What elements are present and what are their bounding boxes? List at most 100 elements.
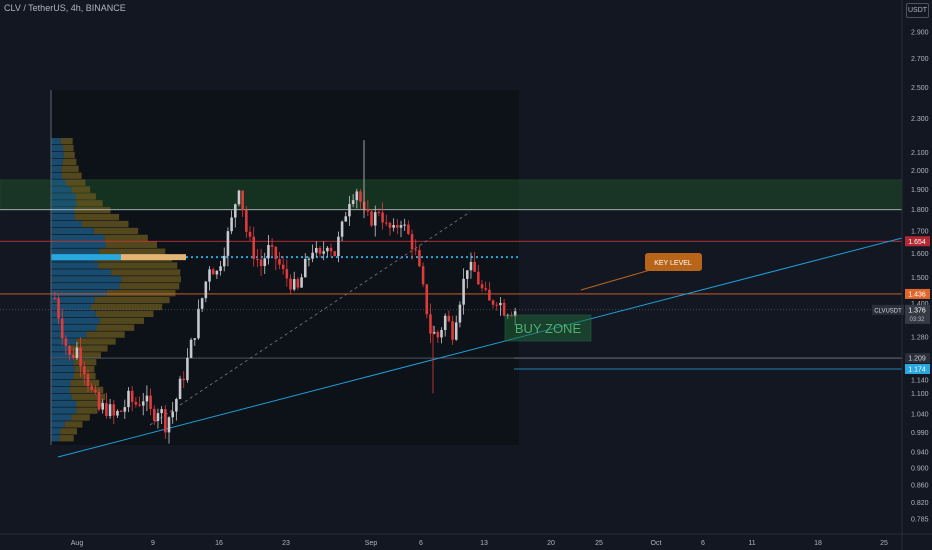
symbol-label-bg <box>872 304 904 315</box>
y-tick-label: 1.500 <box>911 275 929 282</box>
candle-body <box>443 315 447 330</box>
volume-profile-bar <box>51 435 60 442</box>
supply-zone <box>0 179 903 211</box>
candle-body <box>233 204 237 218</box>
candle-body <box>204 281 208 299</box>
volume-profile-bar <box>51 310 96 318</box>
y-tick-label: 1.600 <box>911 251 929 258</box>
candle-body <box>396 225 399 228</box>
volume-profile-bar <box>51 428 61 435</box>
x-tick-label: 11 <box>748 540 755 547</box>
candle-body <box>425 284 429 315</box>
candle-body <box>86 374 90 387</box>
x-tick-label: 9 <box>151 540 155 547</box>
candle-body <box>108 404 112 417</box>
volume-profile-bar <box>51 290 107 297</box>
volume-profile-bar <box>63 144 74 152</box>
candle-body <box>167 417 171 433</box>
candle-body <box>105 403 108 417</box>
candle-body <box>119 410 123 412</box>
candle-body <box>274 246 278 260</box>
candle-body <box>267 245 270 259</box>
candle-body <box>370 211 373 226</box>
x-tick-label: 20 <box>547 540 555 547</box>
volume-profile-bar <box>51 317 100 324</box>
volume-profile-bar <box>51 276 122 283</box>
candle-body <box>414 249 418 251</box>
candle-body <box>410 233 414 250</box>
candles <box>53 140 517 444</box>
volume-profile-bar <box>51 207 75 214</box>
candle-body <box>193 338 197 340</box>
y-tick-label: 0.860 <box>911 482 929 489</box>
candle-body <box>248 231 252 237</box>
volume-profile-bar <box>76 400 104 407</box>
volume-profile-bar <box>105 241 158 248</box>
y-tick-label: 0.820 <box>911 500 929 507</box>
candle-body <box>344 216 348 222</box>
volume-profile-bar <box>51 296 95 304</box>
dashed-trendline <box>149 211 471 426</box>
volume-profile-bar <box>62 158 77 166</box>
candle-body <box>259 259 263 267</box>
candle-body <box>377 212 381 214</box>
y-tick-label: 2.500 <box>911 85 929 92</box>
volume-profile-bar <box>111 269 181 276</box>
currency-button[interactable]: USDT <box>906 3 929 18</box>
volume-profile-bar <box>71 186 91 193</box>
candle-body <box>318 247 322 254</box>
candle-body <box>237 190 241 205</box>
volume-profile-bar <box>51 179 66 186</box>
candle-body <box>182 378 186 381</box>
candle-body <box>340 221 344 237</box>
volume-profile-bar <box>51 200 77 207</box>
candle-body <box>197 308 200 339</box>
volume-profile-bar <box>74 207 111 214</box>
volume-profile-bar <box>51 269 112 276</box>
volume-profile-bar <box>51 352 72 359</box>
volume-profile-bar <box>61 165 79 172</box>
price-badge-red: 1.654 <box>908 239 926 246</box>
candle-body <box>160 409 163 414</box>
key-level-badge <box>645 253 702 271</box>
volume-profile-bar <box>51 220 82 228</box>
candle-body <box>53 298 57 300</box>
volume-profile-bar <box>51 151 64 159</box>
y-tick-label: 0.940 <box>911 449 929 456</box>
candle-body <box>432 331 436 334</box>
candle-body <box>285 269 289 279</box>
candle-body <box>292 279 296 290</box>
candle-body <box>57 298 60 319</box>
volume-profile-bar <box>51 234 105 242</box>
candle-body <box>175 399 178 412</box>
buy-zone-label: BUY ZONE <box>515 321 582 336</box>
candle-body <box>403 224 406 226</box>
volume-profile-bar <box>71 352 101 359</box>
y-tick-label: 1.040 <box>911 412 929 419</box>
candle-body <box>75 347 79 359</box>
candle-body <box>502 302 506 316</box>
volume-profile-bar <box>94 296 170 304</box>
x-tick-label: 16 <box>215 540 223 547</box>
candle-body <box>484 288 487 290</box>
candle-body <box>263 258 267 267</box>
candle-body <box>112 404 116 416</box>
volume-profile-bar <box>121 276 181 283</box>
y-tick-label: 1.140 <box>911 377 929 384</box>
volume-profile-bar <box>51 186 72 193</box>
x-tick-label: 25 <box>595 540 603 547</box>
last-price: 1.376 <box>908 307 926 314</box>
candle-body <box>311 252 314 259</box>
volume-profile-bar <box>51 241 106 248</box>
candle-body <box>289 278 292 290</box>
candle-body <box>256 258 259 260</box>
volume-profile-bar <box>71 414 90 421</box>
countdown: 03:32 <box>909 317 925 323</box>
volume-profile-bar <box>60 428 78 435</box>
candle-body <box>333 251 337 257</box>
candle-body <box>79 347 82 367</box>
x-tick-label: 13 <box>480 540 488 547</box>
candle-body <box>388 222 392 228</box>
price-badge-orange: 1.436 <box>908 291 926 298</box>
